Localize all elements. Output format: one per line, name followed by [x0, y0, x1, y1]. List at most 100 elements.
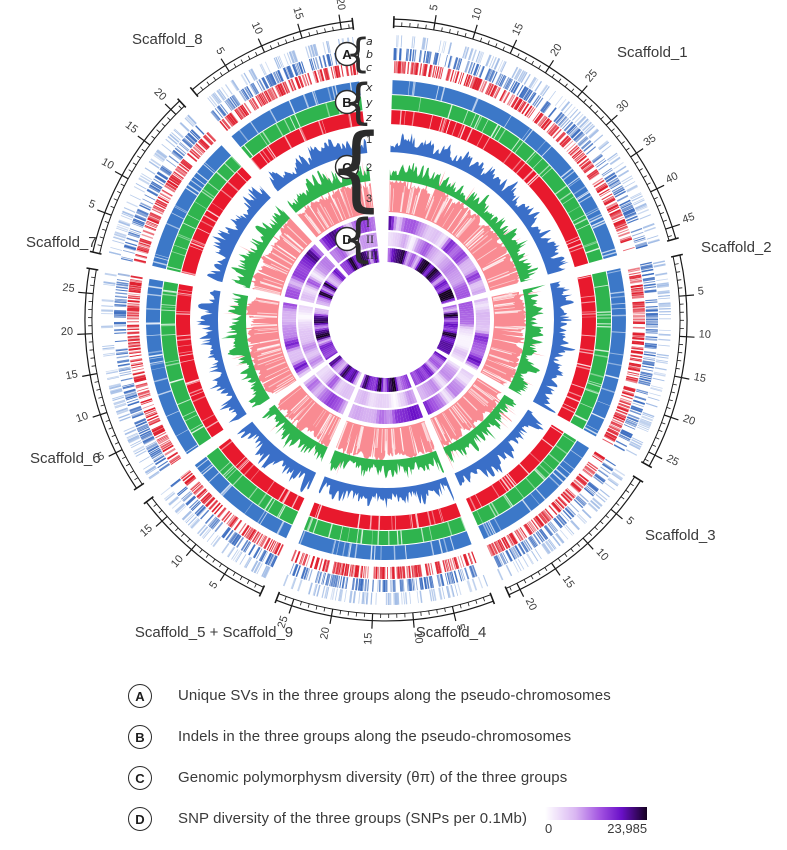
radial-mark [575, 153, 586, 163]
radial-mark [524, 523, 534, 535]
radial-mark [219, 563, 222, 568]
heatmap-bin [430, 356, 443, 367]
heatmap-bin [460, 320, 475, 323]
radial-mark [162, 444, 174, 453]
radial-mark [282, 67, 289, 80]
heatmap-bin [313, 267, 327, 278]
heatmap-bin [308, 380, 321, 392]
radial-mark [614, 191, 626, 198]
radial-mark [235, 108, 244, 120]
radial-mark [621, 175, 633, 183]
radial-mark [587, 484, 597, 493]
radial-mark [468, 565, 475, 578]
radial-mark [405, 48, 408, 61]
radial-mark [355, 426, 363, 454]
heatmap-bin [282, 316, 297, 320]
radial-mark [163, 491, 175, 500]
radial-mark [176, 338, 191, 342]
radial-mark [246, 527, 254, 539]
radial-mark [417, 23, 419, 28]
radial-mark [627, 373, 639, 377]
solid-ring [298, 530, 472, 561]
heatmap-bin [439, 292, 454, 300]
radial-mark [632, 304, 645, 307]
radial-mark [143, 407, 156, 413]
radial-mark [562, 196, 575, 205]
radial-mark [229, 112, 238, 124]
heatmap-bin [361, 218, 368, 233]
radial-mark [562, 460, 575, 470]
solid-ring [231, 81, 361, 148]
radial-mark [312, 583, 318, 596]
radial-mark [166, 451, 178, 460]
heatmap-bin [307, 352, 321, 361]
radial-mark [151, 366, 166, 371]
radial-mark [180, 161, 191, 171]
heatmap-bin [282, 321, 297, 325]
radial-mark [204, 496, 215, 507]
heatmap-bin [459, 305, 474, 310]
track-sublabel: III [366, 248, 378, 262]
radial-mark [303, 94, 310, 108]
heatmap-bin [325, 393, 336, 407]
radial-mark [537, 115, 547, 127]
radial-mark [488, 544, 495, 556]
radial-mark [119, 370, 132, 375]
radial-mark [624, 212, 637, 219]
radial-mark [515, 69, 523, 81]
radial-mark [261, 565, 268, 577]
radial-mark [509, 39, 518, 54]
radial-mark [275, 57, 281, 69]
histogram-band [268, 137, 368, 192]
radial-mark [139, 240, 152, 245]
radial-mark [561, 406, 575, 414]
heatmap-bin [402, 375, 408, 390]
radial-mark [583, 241, 598, 248]
radial-mark [312, 44, 318, 57]
radial-mark [564, 140, 574, 150]
radial-mark [594, 348, 609, 352]
radial-mark [592, 221, 606, 229]
solid-ring [472, 432, 577, 526]
radial-mark [174, 206, 187, 214]
radial-mark [242, 88, 250, 100]
radial-mark [608, 426, 620, 433]
heatmap-bin [388, 393, 392, 408]
radial-mark [128, 289, 141, 292]
heatmap-bin [430, 229, 440, 244]
heatmap-bin [384, 410, 387, 425]
radial-mark [607, 362, 622, 367]
radial-mark [243, 526, 252, 538]
radial-mark [161, 333, 176, 336]
radial-mark [159, 439, 171, 447]
radial-mark [632, 332, 645, 334]
radial-mark [315, 605, 318, 610]
radial-mark [206, 497, 216, 508]
heatmap-bin [438, 391, 450, 405]
radial-mark [161, 189, 173, 197]
radial-mark [151, 208, 164, 215]
radial-mark [228, 532, 237, 543]
radial-mark [248, 544, 256, 556]
radial-mark [134, 377, 147, 382]
radial-mark [174, 128, 184, 138]
radial-mark [288, 51, 295, 64]
radial-mark [598, 162, 609, 171]
radial-mark [106, 375, 119, 380]
radial-mark [309, 556, 315, 569]
radial-mark [583, 487, 594, 497]
radial-mark [91, 276, 96, 278]
heatmap-bin [292, 359, 307, 369]
radial-mark [290, 78, 296, 91]
heatmap-bin [417, 240, 426, 254]
heatmap-bin [287, 285, 302, 293]
radial-mark [120, 258, 133, 262]
radial-mark [399, 48, 402, 61]
radial-mark [119, 416, 131, 422]
radial-mark [127, 309, 140, 312]
heatmap-bin [410, 219, 417, 234]
radial-mark [598, 469, 609, 478]
radial-mark [216, 89, 226, 101]
radial-mark [300, 553, 306, 565]
radial-mark [375, 428, 378, 449]
